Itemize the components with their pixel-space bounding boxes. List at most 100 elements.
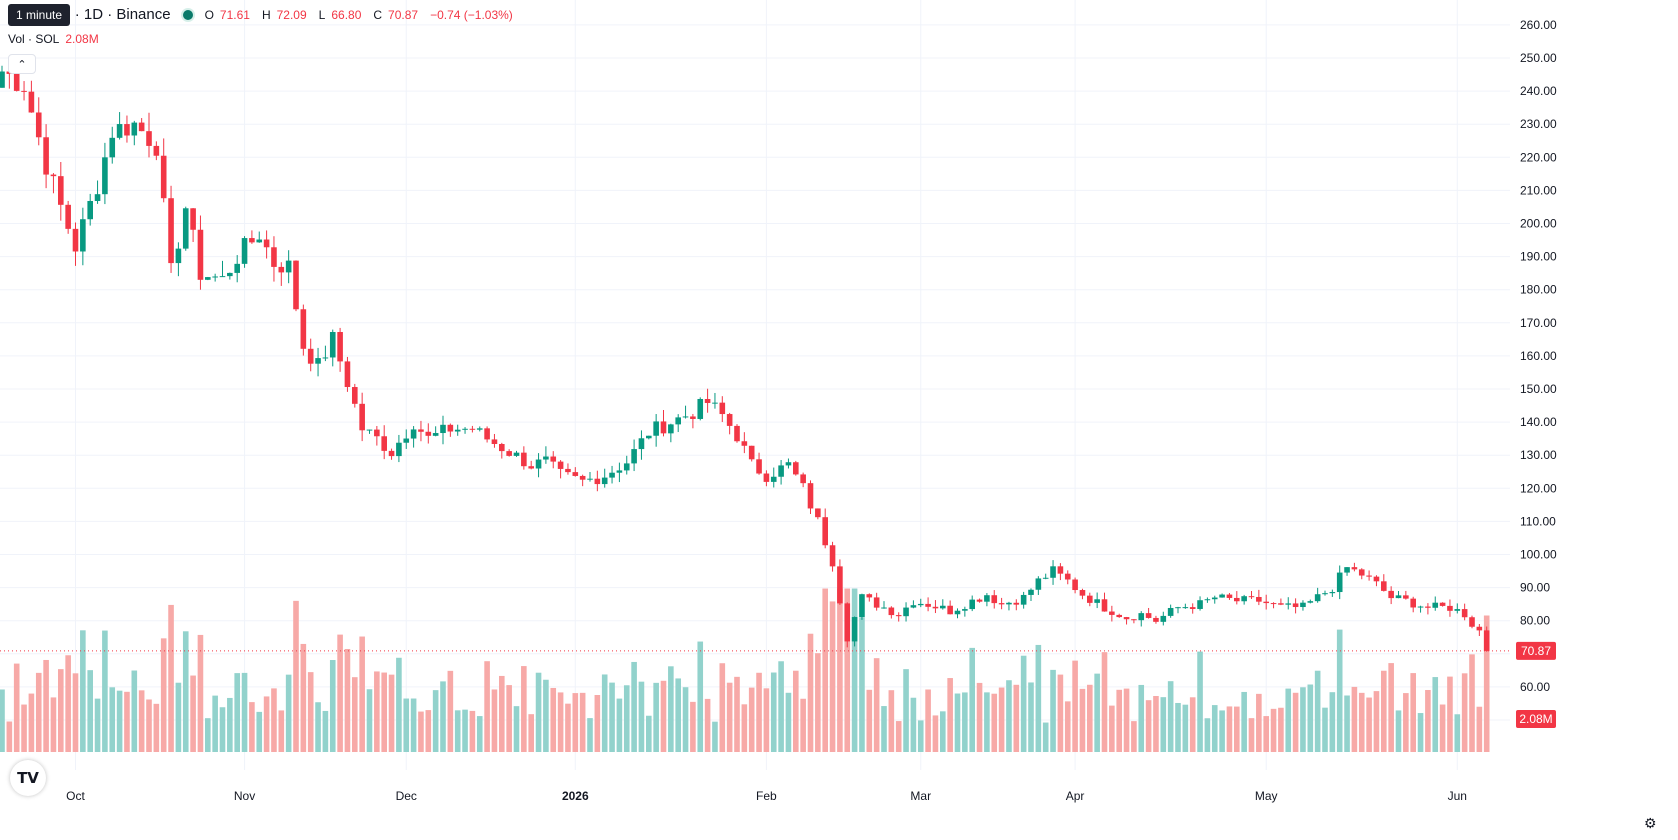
volume-bar	[587, 718, 593, 752]
volume-bar	[1226, 706, 1233, 752]
volume-bar	[374, 671, 380, 752]
volume-bar	[1270, 708, 1277, 752]
candle-body	[954, 610, 961, 615]
candle-body	[925, 603, 931, 607]
candle-body	[1138, 613, 1145, 621]
market-status-icon	[180, 7, 195, 22]
candle-body	[1153, 617, 1159, 622]
volume-bar	[866, 689, 873, 752]
volume-bar	[440, 681, 446, 752]
candle-body	[998, 603, 1005, 605]
volume-bar	[1307, 684, 1314, 752]
candle-body	[403, 438, 410, 443]
volume-bar	[638, 681, 645, 752]
y-tick-label: 220.00	[1520, 150, 1557, 164]
volume-bar	[153, 703, 160, 752]
volume-bar	[513, 706, 520, 752]
volume-bar	[249, 702, 255, 752]
candle-body	[1292, 603, 1299, 608]
candle-body	[462, 428, 468, 430]
close-label: C	[373, 7, 383, 22]
volume-bar	[881, 706, 887, 752]
candle-body	[844, 603, 851, 642]
y-tick-label: 80.00	[1520, 614, 1550, 628]
candle-body	[138, 122, 145, 132]
volume-bar	[476, 716, 483, 752]
candle-body	[21, 90, 27, 92]
candle-body	[1256, 596, 1262, 602]
volume-bar	[557, 692, 564, 752]
candle-body	[300, 309, 307, 349]
candle-body	[396, 442, 402, 457]
candle-body	[241, 238, 248, 264]
candle-body	[1189, 607, 1196, 609]
volume-bar	[1469, 654, 1475, 752]
volume-bar	[756, 672, 762, 752]
volume-bar	[1300, 687, 1306, 752]
candle-body	[690, 416, 696, 419]
candle-body	[366, 429, 373, 431]
candle-body	[704, 398, 711, 403]
candle-body	[87, 200, 93, 220]
volume-bar	[748, 687, 755, 752]
volume-bar	[668, 666, 674, 752]
volume-bar	[94, 698, 101, 752]
volume-bar	[601, 674, 608, 752]
volume-bar	[1278, 707, 1284, 752]
gear-icon[interactable]: ⚙	[1644, 815, 1657, 831]
volume-bar	[1064, 701, 1071, 752]
candle-body	[660, 421, 667, 434]
candle-body	[1439, 602, 1446, 606]
volume-bar	[778, 661, 784, 752]
candle-body	[1461, 609, 1468, 618]
candle-body	[1263, 601, 1269, 604]
volume-bar	[572, 693, 579, 752]
candle-body	[344, 361, 351, 388]
candle-body	[895, 615, 902, 617]
volume-bar	[594, 695, 601, 752]
volume-legend: Vol · SOL 2.08M	[8, 32, 99, 46]
candle-body	[271, 247, 277, 267]
volume-bar	[851, 588, 858, 752]
candle-body	[866, 594, 873, 598]
candle-body	[623, 463, 630, 471]
volume-bar	[800, 698, 806, 752]
volume-bar	[1101, 652, 1108, 752]
y-tick-label: 100.00	[1520, 548, 1557, 562]
candle-body	[697, 398, 704, 419]
volume-bar	[1035, 644, 1042, 752]
volume-bar	[403, 698, 410, 752]
volume-bar	[6, 721, 13, 752]
volume-label[interactable]: Vol · SOL	[8, 32, 60, 46]
volume-bar	[1211, 705, 1218, 752]
volume-bar	[844, 588, 851, 752]
candle-body	[263, 239, 270, 248]
candle-body	[359, 403, 365, 431]
candle-body	[712, 402, 718, 404]
y-tick-label: 230.00	[1520, 117, 1557, 131]
candle-body	[535, 459, 542, 469]
tradingview-logo[interactable]: TV	[10, 760, 46, 796]
volume-bar	[13, 663, 20, 752]
volume-bar	[359, 636, 365, 752]
candle-body	[0, 71, 5, 88]
volume-bar	[712, 721, 718, 752]
candle-body	[859, 594, 865, 618]
volume-bar	[366, 689, 373, 752]
candle-body	[521, 452, 527, 467]
collapse-legend-button[interactable]: ⌃	[8, 54, 36, 74]
volume-bar	[954, 693, 961, 752]
candle-body	[1028, 589, 1034, 595]
candle-body	[770, 476, 777, 482]
y-tick-label: 150.00	[1520, 382, 1557, 396]
volume-bar	[726, 682, 733, 752]
candle-body	[1226, 594, 1233, 598]
volume-badge	[1516, 710, 1556, 728]
y-tick-label: 60.00	[1520, 680, 1550, 694]
candle-body	[94, 194, 101, 201]
candle-body	[1219, 594, 1225, 598]
volume-badge-label: 2.08M	[1519, 712, 1552, 726]
